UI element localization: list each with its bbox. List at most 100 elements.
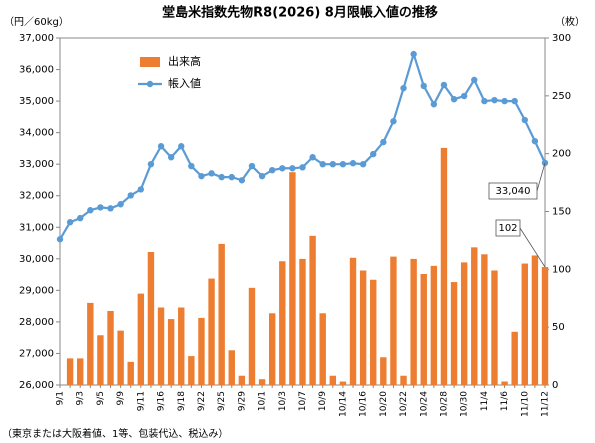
- line-marker: [501, 97, 508, 105]
- line-marker: [107, 205, 114, 212]
- bar: [400, 375, 407, 385]
- y-axis-label: （円／60kg）: [4, 16, 69, 28]
- line-marker: [359, 160, 367, 168]
- line-marker: [380, 138, 387, 146]
- bar: [279, 261, 286, 385]
- line-marker: [370, 150, 377, 158]
- bar: [137, 293, 145, 385]
- bar: [117, 330, 124, 385]
- x-tick-label: 10/24: [419, 391, 429, 417]
- x-tick-label: 10/1: [258, 391, 268, 411]
- line-marker: [481, 97, 488, 105]
- line-marker: [178, 143, 185, 150]
- x-tick-label: 9/9: [116, 391, 126, 406]
- y-tick-label: 28,000: [19, 317, 54, 328]
- x-tick-label: 9/16: [157, 391, 167, 411]
- callout-box: [488, 182, 538, 200]
- x-tick-label: 10/30: [460, 391, 470, 417]
- legend-swatch: [146, 80, 154, 88]
- bar: [521, 263, 528, 385]
- x-tick-label: 9/1: [56, 391, 66, 405]
- bar: [370, 279, 377, 385]
- y-tick-label: 31,000: [19, 222, 54, 233]
- line-marker: [97, 204, 104, 211]
- bar: [218, 243, 225, 385]
- line-marker: [299, 164, 306, 171]
- y2-tick-label: 250: [552, 91, 571, 102]
- bar: [147, 251, 155, 385]
- line-marker: [157, 143, 165, 150]
- x-tick-label: 9/18: [177, 391, 187, 411]
- x-tick-label: 10/20: [379, 391, 389, 417]
- bar: [420, 273, 427, 385]
- line-marker: [329, 160, 337, 168]
- y2-tick-label: 100: [552, 264, 571, 275]
- line-marker: [410, 50, 417, 58]
- x-tick-label: 10/28: [439, 391, 449, 417]
- bar: [319, 313, 326, 385]
- bar: [491, 270, 498, 385]
- x-tick-label: 11/6: [500, 391, 510, 411]
- bar: [188, 356, 195, 385]
- x-tick-label: 10/14: [338, 391, 348, 417]
- callout-line: [519, 227, 546, 268]
- bar: [349, 257, 357, 385]
- bar: [390, 256, 397, 385]
- line-marker: [248, 162, 256, 170]
- line-marker: [471, 76, 478, 84]
- bar: [471, 247, 478, 385]
- y2-tick-label: 50: [552, 322, 565, 333]
- bar: [107, 310, 114, 385]
- bar: [66, 358, 74, 385]
- legend-label: 出来高: [168, 54, 201, 68]
- bar: [481, 254, 488, 385]
- line-marker: [279, 165, 286, 172]
- bar: [339, 381, 347, 385]
- x-tick-label: 9/29: [237, 391, 247, 411]
- line-marker: [420, 82, 427, 90]
- line-marker: [450, 95, 458, 103]
- line-marker: [491, 96, 498, 104]
- y-tick-label: 34,000: [19, 128, 54, 139]
- line-marker: [531, 137, 539, 145]
- bar: [299, 258, 306, 385]
- y-tick-label: 33,000: [19, 159, 54, 170]
- line-marker: [440, 81, 448, 89]
- x-tick-label: 9/25: [217, 391, 227, 411]
- bar: [359, 270, 367, 385]
- x-tick-label: 11/4: [480, 391, 490, 411]
- footnote: （東京または大阪着値、1等、包装代込、税込み）: [2, 427, 228, 440]
- bar: [309, 235, 316, 385]
- x-tick-label: 10/3: [278, 391, 288, 411]
- x-tick-label: 10/9: [318, 391, 328, 411]
- bar: [430, 265, 438, 385]
- line-marker: [228, 173, 235, 181]
- x-tick-label: 9/11: [136, 391, 146, 411]
- line-marker: [339, 160, 347, 168]
- bar: [127, 361, 134, 385]
- bar: [268, 313, 276, 385]
- y-tick-label: 30,000: [19, 254, 54, 265]
- x-tick-label: 9/22: [197, 391, 207, 411]
- bar: [511, 331, 518, 385]
- bar: [228, 350, 235, 385]
- line-marker: [137, 186, 145, 193]
- line-marker: [521, 116, 528, 124]
- bar: [531, 255, 539, 385]
- line-marker: [188, 162, 195, 170]
- line-marker: [147, 160, 155, 168]
- line-marker: [127, 192, 134, 199]
- bar: [289, 172, 296, 385]
- x-tick-label: 9/3: [76, 391, 86, 405]
- bar: [440, 147, 448, 385]
- line-marker: [218, 173, 225, 181]
- legend-swatch: [140, 57, 160, 67]
- line-marker: [289, 165, 296, 172]
- y-tick-label: 26,000: [19, 380, 54, 391]
- line-marker: [66, 219, 74, 226]
- data-label: 33,040: [496, 186, 531, 197]
- bar: [97, 335, 104, 385]
- line-marker: [268, 166, 276, 174]
- bar: [87, 302, 94, 385]
- chart-title: 堂島米指数先物R8(2026) 8月限帳入値の推移: [162, 5, 438, 21]
